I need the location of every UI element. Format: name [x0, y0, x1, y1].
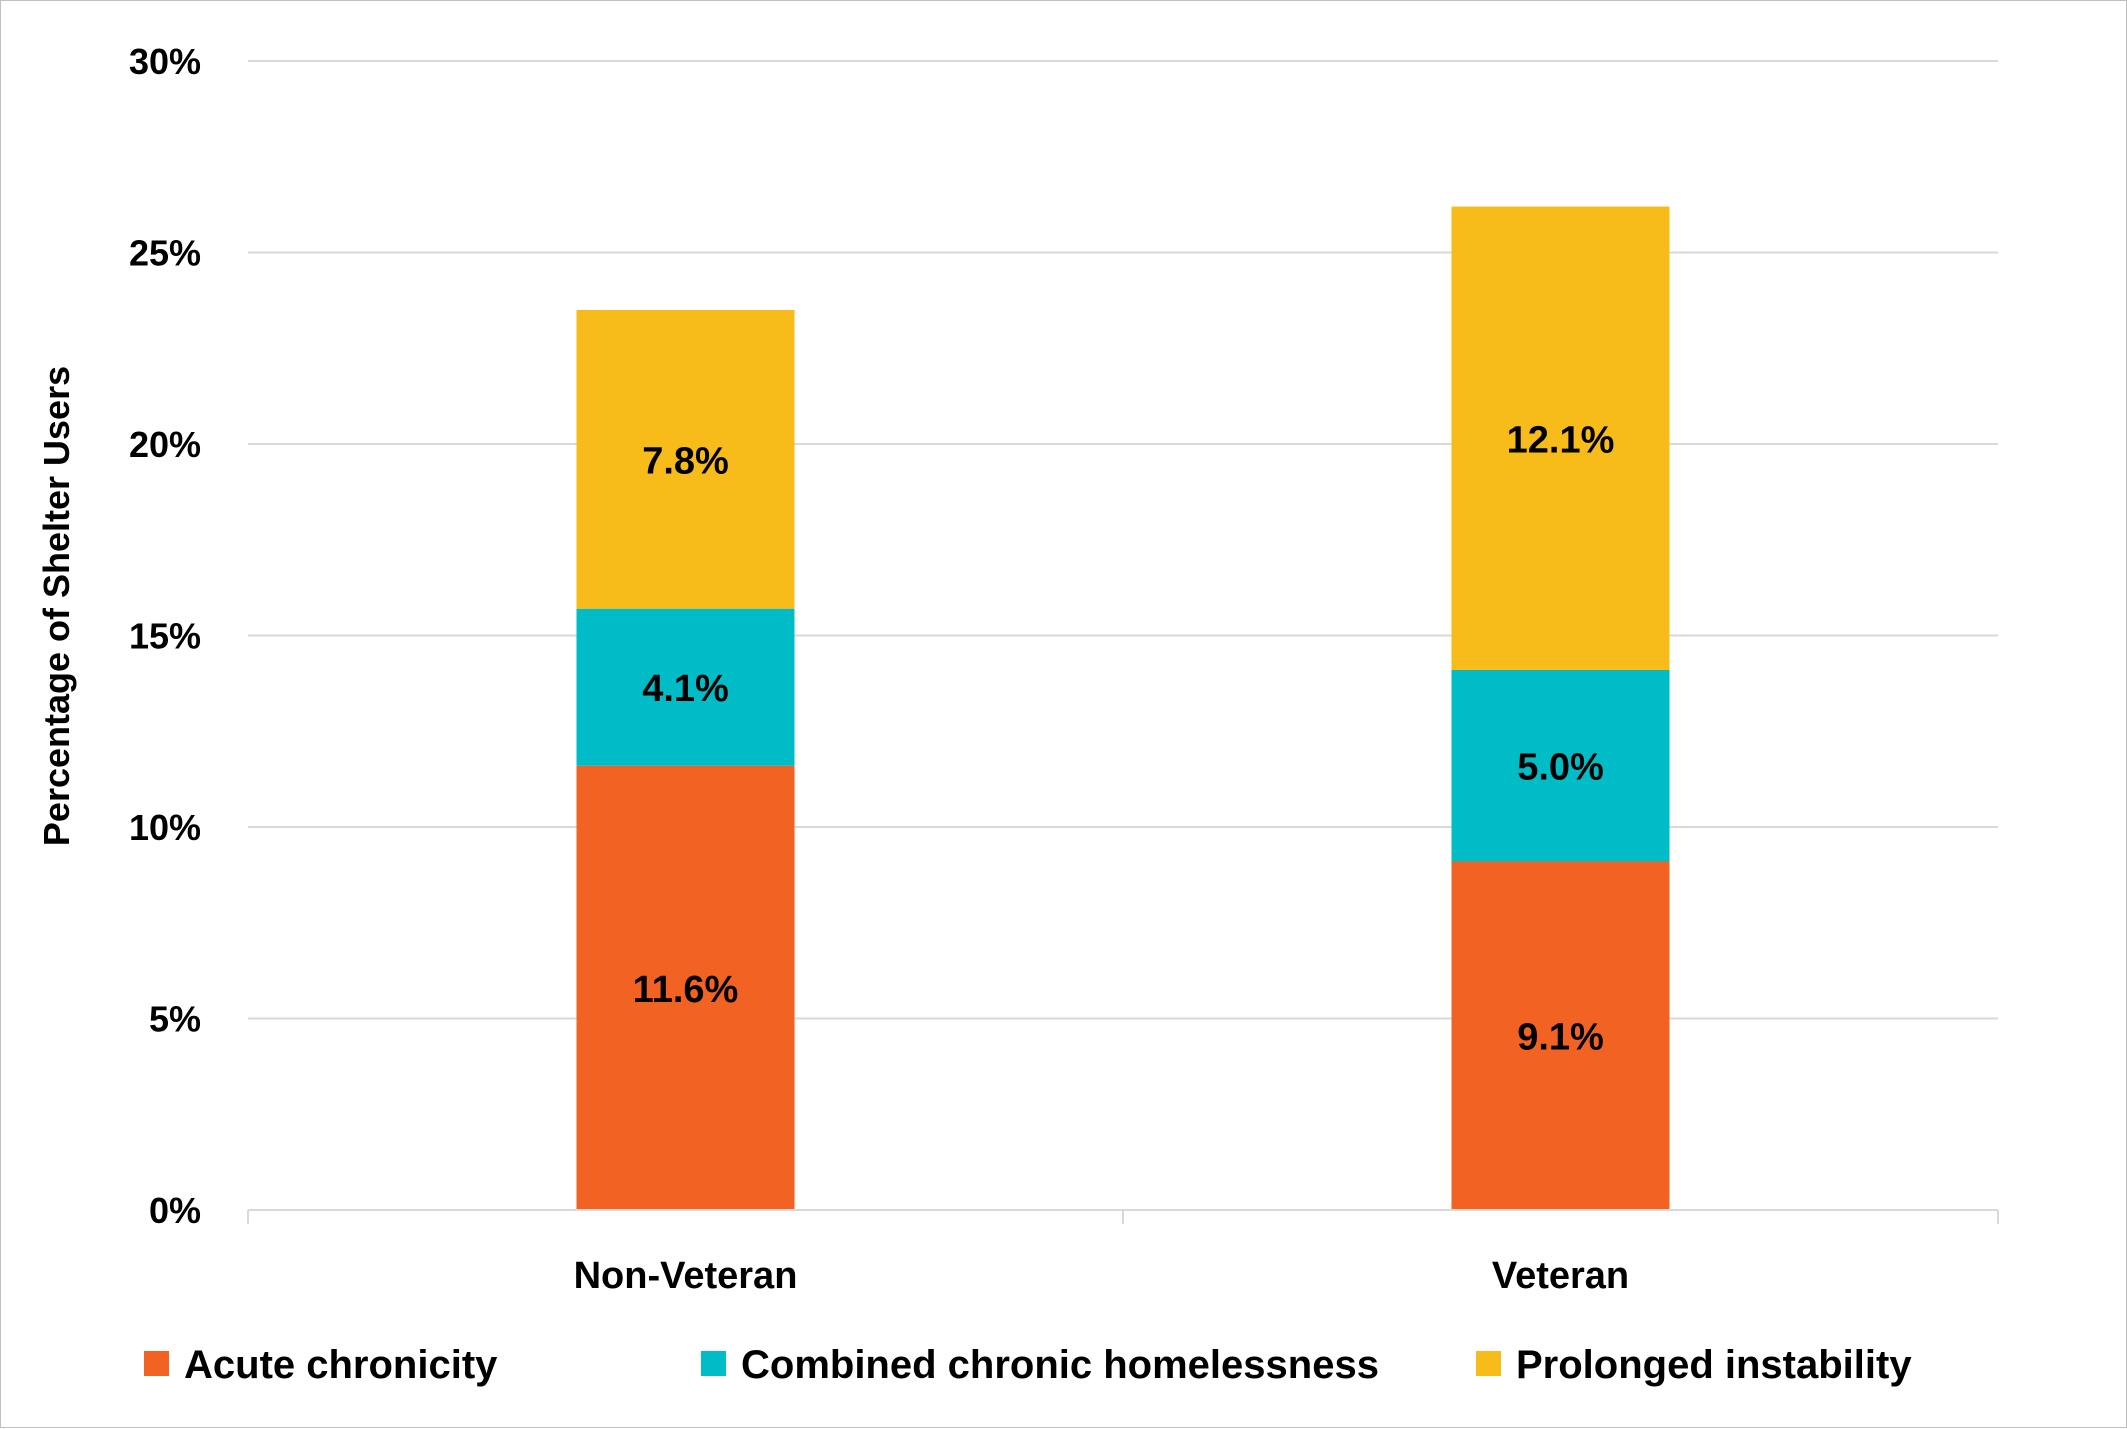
x-axis-categories: Non-Veteran Veteran: [574, 1255, 1630, 1297]
category-label: Non-Veteran: [574, 1255, 798, 1297]
y-axis-title: Percentage of Shelter Users: [36, 366, 77, 846]
category-label: Veteran: [1492, 1255, 1629, 1297]
bar-segment: [1451, 206, 1670, 670]
legend-item: Combined chronic homelessness: [701, 1343, 1379, 1387]
legend-swatch: [144, 1351, 169, 1376]
bar-segment: [576, 765, 795, 1210]
bar-segment: [576, 309, 795, 609]
legend-label: Combined chronic homelessness: [741, 1343, 1379, 1387]
legend: Acute chronicity Combined chronic homeles…: [144, 1343, 1912, 1387]
bar-segment: [1451, 669, 1670, 862]
legend-swatch: [1476, 1351, 1501, 1376]
data-label: 7.8%: [642, 440, 729, 482]
bar-labels: 11.6% 4.1% 7.8% 9.1% 5.0% 12.1%: [633, 419, 1615, 1058]
y-tick-label: 20%: [129, 424, 201, 465]
data-label: 4.1%: [642, 668, 729, 710]
y-tick-label: 5%: [149, 999, 201, 1040]
legend-swatch: [701, 1351, 726, 1376]
y-tick-label: 15%: [129, 616, 201, 657]
legend-item: Prolonged instability: [1476, 1343, 1912, 1387]
bar-segment: [1451, 861, 1670, 1210]
bars: [576, 206, 1670, 1210]
data-label: 12.1%: [1507, 419, 1615, 461]
bar-segment: [576, 608, 795, 766]
data-label: 9.1%: [1517, 1017, 1604, 1059]
data-label: 11.6%: [633, 969, 739, 1011]
y-tick-label: 0%: [149, 1190, 201, 1231]
y-tick-label: 25%: [129, 233, 201, 274]
y-axis-ticks: 0% 5% 10% 15% 20% 25% 30%: [129, 41, 201, 1231]
y-tick-label: 30%: [129, 41, 201, 82]
x-axis: [247, 1209, 1999, 1224]
legend-item: Acute chronicity: [144, 1343, 498, 1387]
data-label: 5.0%: [1517, 747, 1604, 789]
gridlines: [248, 60, 1998, 1020]
legend-label: Acute chronicity: [184, 1343, 498, 1387]
y-tick-label: 10%: [129, 807, 201, 848]
legend-label: Prolonged instability: [1516, 1343, 1912, 1387]
